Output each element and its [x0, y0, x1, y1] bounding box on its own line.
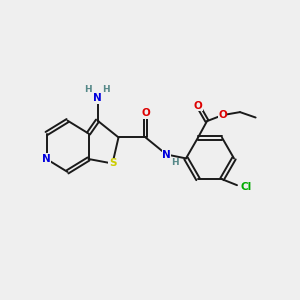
Text: H: H [171, 158, 179, 167]
Text: Cl: Cl [241, 182, 252, 192]
Text: N: N [42, 154, 51, 164]
Text: O: O [194, 100, 202, 110]
Text: H: H [102, 85, 110, 94]
Text: O: O [141, 108, 150, 118]
Text: N: N [162, 149, 171, 160]
Text: H: H [84, 85, 92, 94]
Text: S: S [109, 158, 116, 169]
Text: N: N [93, 93, 102, 103]
Text: O: O [218, 110, 227, 120]
